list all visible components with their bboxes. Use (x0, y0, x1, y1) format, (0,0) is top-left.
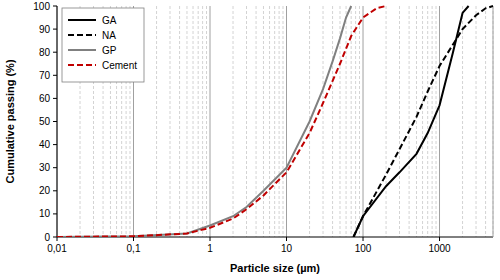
series-group (57, 6, 493, 237)
grid-line (286, 6, 287, 237)
minor-grid-line (193, 6, 194, 237)
series-line (353, 6, 493, 237)
minor-grid-line (493, 6, 494, 237)
legend-swatch (68, 34, 96, 36)
legend-box (62, 8, 144, 82)
minor-grid-line (427, 6, 428, 237)
tick-mark (53, 144, 57, 145)
tick-mark (210, 237, 211, 241)
legend-swatch (68, 64, 96, 66)
tick-mark (53, 237, 57, 238)
minor-grid-line (186, 6, 187, 237)
tick-mark (53, 167, 57, 168)
minor-grid-line (323, 6, 324, 237)
tick-mark (53, 52, 57, 53)
minor-grid-line (476, 6, 477, 237)
x-range-end (493, 6, 494, 237)
minor-grid-line (233, 6, 234, 237)
tick-mark (53, 213, 57, 214)
minor-grid-line (422, 6, 423, 237)
minor-grid-line (332, 6, 333, 237)
minor-grid-line (198, 6, 199, 237)
minor-grid-line (436, 6, 437, 237)
y-tick-label: 80 (39, 47, 51, 58)
tick-mark (57, 237, 58, 241)
x-tick-label: 1000 (428, 243, 451, 254)
grid-line (439, 6, 440, 237)
minor-grid-line (416, 6, 417, 237)
y-tick-label: 100 (33, 1, 50, 12)
minor-grid-line (263, 6, 264, 237)
x-tick-label: 0,1 (127, 243, 141, 254)
tick-mark (53, 190, 57, 191)
chart: 0,01 0,1 1 10 100 1000 0 10 20 30 40 50 60 70 80 90 100 P… (0, 0, 500, 280)
y-tick-label: 40 (39, 139, 51, 150)
tick-mark (53, 98, 57, 99)
grid-line (57, 6, 58, 237)
y-axis (57, 6, 58, 237)
legend-swatch (68, 49, 96, 51)
tick-mark (439, 237, 440, 241)
minor-grid-line (156, 6, 157, 237)
minor-grid-line (351, 6, 352, 237)
minor-grid-line (170, 6, 171, 237)
x-axis-title: Particle size (µm) (230, 262, 320, 274)
minor-grid-line (386, 6, 387, 237)
y-tick-label: 30 (39, 162, 51, 173)
minor-grid-line (346, 6, 347, 237)
y-tick-label: 90 (39, 24, 51, 35)
minor-grid-line (462, 6, 463, 237)
minor-grid-line (399, 6, 400, 237)
minor-grid-line (274, 6, 275, 237)
minor-grid-line (179, 6, 180, 237)
series-line (57, 6, 351, 237)
tick-mark (53, 6, 57, 7)
y-axis-title: Cumulative passing (%) (4, 59, 16, 183)
x-tick-label: 10 (281, 243, 293, 254)
y-tick-label: 10 (39, 208, 51, 219)
legend-label: NA (102, 30, 116, 41)
grid-line (210, 6, 211, 237)
tick-mark (53, 29, 57, 30)
minor-grid-line (269, 6, 270, 237)
legend-label: GP (102, 45, 117, 56)
legend-label: GA (102, 15, 117, 26)
tick-mark (53, 75, 57, 76)
legend: GA NA GP Cement (62, 8, 144, 82)
minor-grid-line (409, 6, 410, 237)
y-tick-label: 50 (39, 116, 51, 127)
minor-grid-line (206, 6, 207, 237)
legend-label: Cement (102, 60, 137, 71)
series-line (57, 6, 386, 237)
tick-mark (363, 237, 364, 241)
minor-grid-line (355, 6, 356, 237)
x-tick-label: 0,01 (47, 243, 67, 254)
x-tick-label: 1 (207, 243, 213, 254)
grid-line (363, 6, 364, 237)
minor-grid-line (279, 6, 280, 237)
minor-grid-line (246, 6, 247, 237)
y-tick-label: 60 (39, 93, 51, 104)
legend-swatch (68, 19, 96, 21)
tick-mark (133, 237, 134, 241)
tick-mark (286, 237, 287, 241)
minor-grid-line (359, 6, 360, 237)
y-tick-label: 0 (44, 232, 50, 243)
minor-grid-line (202, 6, 203, 237)
y-tick-label: 70 (39, 70, 51, 81)
y-tick-label: 20 (39, 185, 51, 196)
x-tick-label: 100 (355, 243, 372, 254)
minor-grid-line (283, 6, 284, 237)
minor-grid-line (485, 6, 486, 237)
tick-mark (53, 121, 57, 122)
